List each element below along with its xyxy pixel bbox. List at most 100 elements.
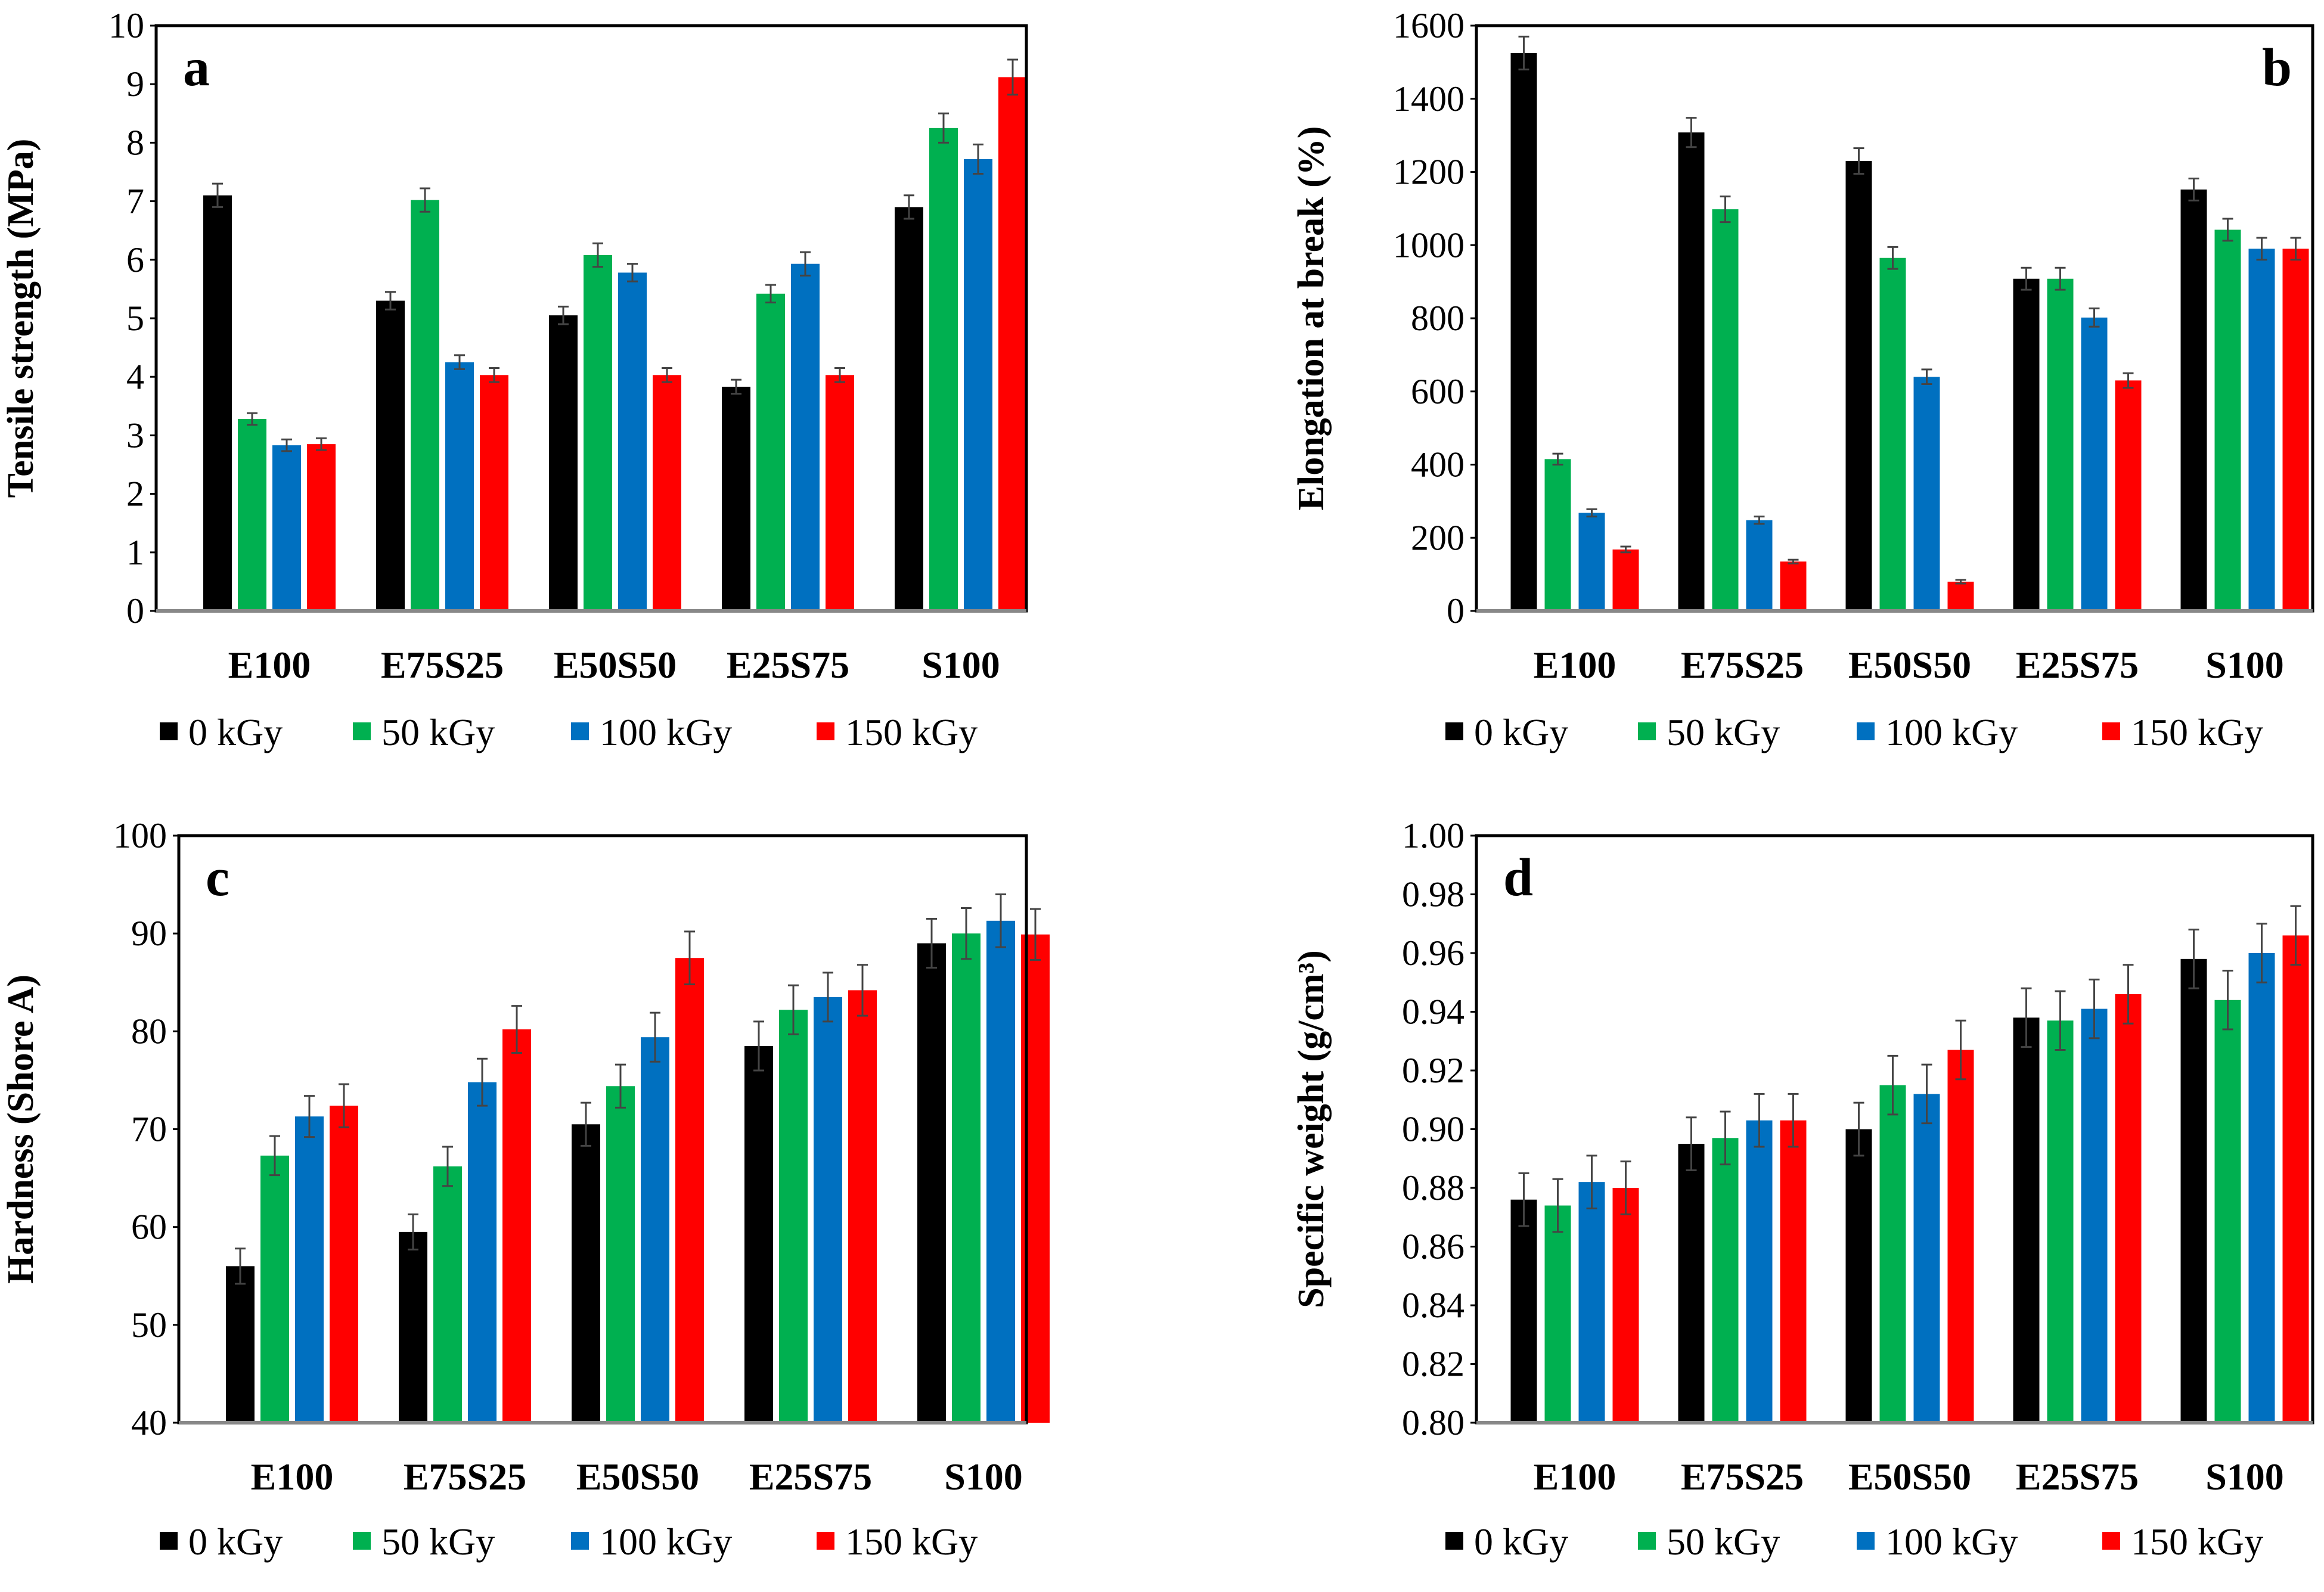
bar-e75s25-150kgy (480, 375, 508, 611)
error-bar (489, 367, 499, 383)
error-bar (857, 964, 868, 1017)
bar-e50s50-100kgy (1913, 1094, 1940, 1423)
error-bar (650, 1011, 660, 1063)
bar-e100-100kgy (1578, 1182, 1605, 1423)
bar-s100-0kgy (895, 207, 923, 611)
bar-e100-150kgy (307, 444, 336, 611)
bar-s100-100kgy (2248, 953, 2275, 1423)
x-tick-label: E100 (1534, 1456, 1616, 1498)
y-tick-label: 7 (126, 182, 144, 221)
bar-s100-100kgy (986, 920, 1015, 1423)
error-bar (1552, 1178, 1563, 1233)
bar-e25s75-100kgy (2081, 1008, 2108, 1423)
bar-e100-100kgy (272, 445, 301, 611)
legend-label: 0 kGy (1474, 1520, 1568, 1563)
error-bar (1552, 452, 1563, 466)
error-bar (247, 412, 257, 426)
y-tick-label: 2 (126, 474, 144, 514)
y-tick-label: 40 (131, 1403, 167, 1442)
legend-swatch (1445, 722, 1463, 740)
bar-e100-50kgy (1544, 459, 1571, 611)
legend-item: 100 kGy (1857, 711, 2018, 753)
error-bar (765, 284, 776, 303)
bar-e75s25-150kgy (502, 1029, 531, 1423)
error-bar (1754, 516, 1765, 525)
y-tick-label: 4 (126, 357, 144, 396)
bar-s100-50kgy (952, 933, 981, 1423)
bar-e75s25-100kgy (445, 362, 474, 611)
legend-swatch (2102, 1532, 2120, 1550)
error-bar (1921, 1063, 1932, 1125)
error-bar (1921, 368, 1932, 385)
legend-swatch (1638, 722, 1656, 740)
error-bar (615, 1063, 626, 1109)
x-tick-label: S100 (2205, 1456, 2284, 1498)
bar-s100-0kgy (2180, 958, 2207, 1423)
error-bar (684, 930, 695, 986)
bar-e50s50-0kgy (1845, 1129, 1872, 1423)
panel-label: c (206, 848, 229, 907)
bar-s100-50kgy (929, 128, 958, 612)
legend-swatch (353, 722, 371, 740)
bar-e50s50-100kgy (618, 272, 647, 611)
legend-item: 50 kGy (353, 711, 495, 753)
error-bar (1853, 1101, 1864, 1157)
bar-e25s75-150kgy (826, 375, 854, 611)
error-bar (454, 354, 465, 370)
legend-item: 50 kGy (353, 1520, 495, 1563)
legend-swatch (2102, 722, 2120, 740)
x-tick-label: E25S75 (727, 644, 849, 686)
error-bar (662, 367, 672, 383)
error-bar (2021, 266, 2032, 291)
bar-e75s25-50kgy (433, 1166, 462, 1423)
bar-e25s75-0kgy (2013, 278, 2040, 612)
panel-label: b (2262, 38, 2292, 97)
y-tick-label: 1.00 (1402, 816, 1464, 855)
error-bar (442, 1146, 453, 1187)
bar-e75s25-100kgy (1746, 1120, 1773, 1423)
y-tick-label: 400 (1411, 445, 1464, 485)
error-bar (1620, 1160, 1631, 1215)
bar-e50s50-150kgy (1947, 1050, 1974, 1423)
panel-label: d (1503, 848, 1533, 907)
error-bar (627, 263, 638, 283)
legend-item: 50 kGy (1638, 711, 1780, 753)
error-bar (2222, 218, 2233, 242)
error-bar (800, 251, 811, 277)
bar-e25s75-0kgy (722, 386, 750, 611)
legend-label: 100 kGy (1885, 1520, 2018, 1563)
bar-e75s25-100kgy (468, 1082, 497, 1423)
error-bar (235, 1247, 246, 1285)
legend-item: 0 kGy (160, 1520, 283, 1563)
bar-e75s25-100kgy (1746, 520, 1773, 611)
error-bar (1788, 1093, 1799, 1148)
error-bar (1788, 558, 1799, 564)
bar-e100-0kgy (226, 1266, 255, 1423)
legend-item: 50 kGy (1638, 1520, 1780, 1563)
bar-s100-0kgy (917, 943, 946, 1423)
y-tick-label: 5 (126, 299, 144, 338)
y-tick-label: 0.96 (1402, 933, 1464, 973)
bar-e50s50-100kgy (1913, 377, 1940, 611)
y-tick-label: 1200 (1393, 153, 1464, 192)
error-bar (1887, 1054, 1898, 1116)
bar-e50s50-50kgy (606, 1086, 635, 1423)
error-bar (1955, 579, 1966, 585)
legend-swatch (571, 722, 589, 740)
error-bar (2256, 923, 2267, 983)
y-tick-label: 0 (126, 591, 144, 631)
legend: 0 kGy 50 kGy 100 kGy 150 kGy (1445, 711, 2263, 753)
error-bar (1620, 545, 1631, 554)
panel-label: a (183, 38, 210, 97)
y-tick-label: 1600 (1393, 6, 1464, 45)
error-bar (2290, 237, 2301, 261)
error-bar (2290, 905, 2301, 966)
error-bar (1720, 1110, 1731, 1166)
bar-e50s50-0kgy (549, 315, 578, 611)
error-bar (408, 1213, 418, 1250)
chart-panel-b: 0 200 400 600 800 1000 1200 1400 1600 Elongation … (1291, 6, 2314, 753)
chart-panel-d: 0.80 0.82 0.84 0.86 0.88 0.90 0.92 0.94 0.96 0.98… (1291, 816, 2314, 1563)
bar-e50s50-50kgy (584, 255, 612, 612)
error-bar (788, 984, 799, 1035)
chart-panel-a: 0 1 2 3 4 5 6 7 8 9 10 Tensile strength (MPa) E100 E7… (1, 6, 1028, 753)
